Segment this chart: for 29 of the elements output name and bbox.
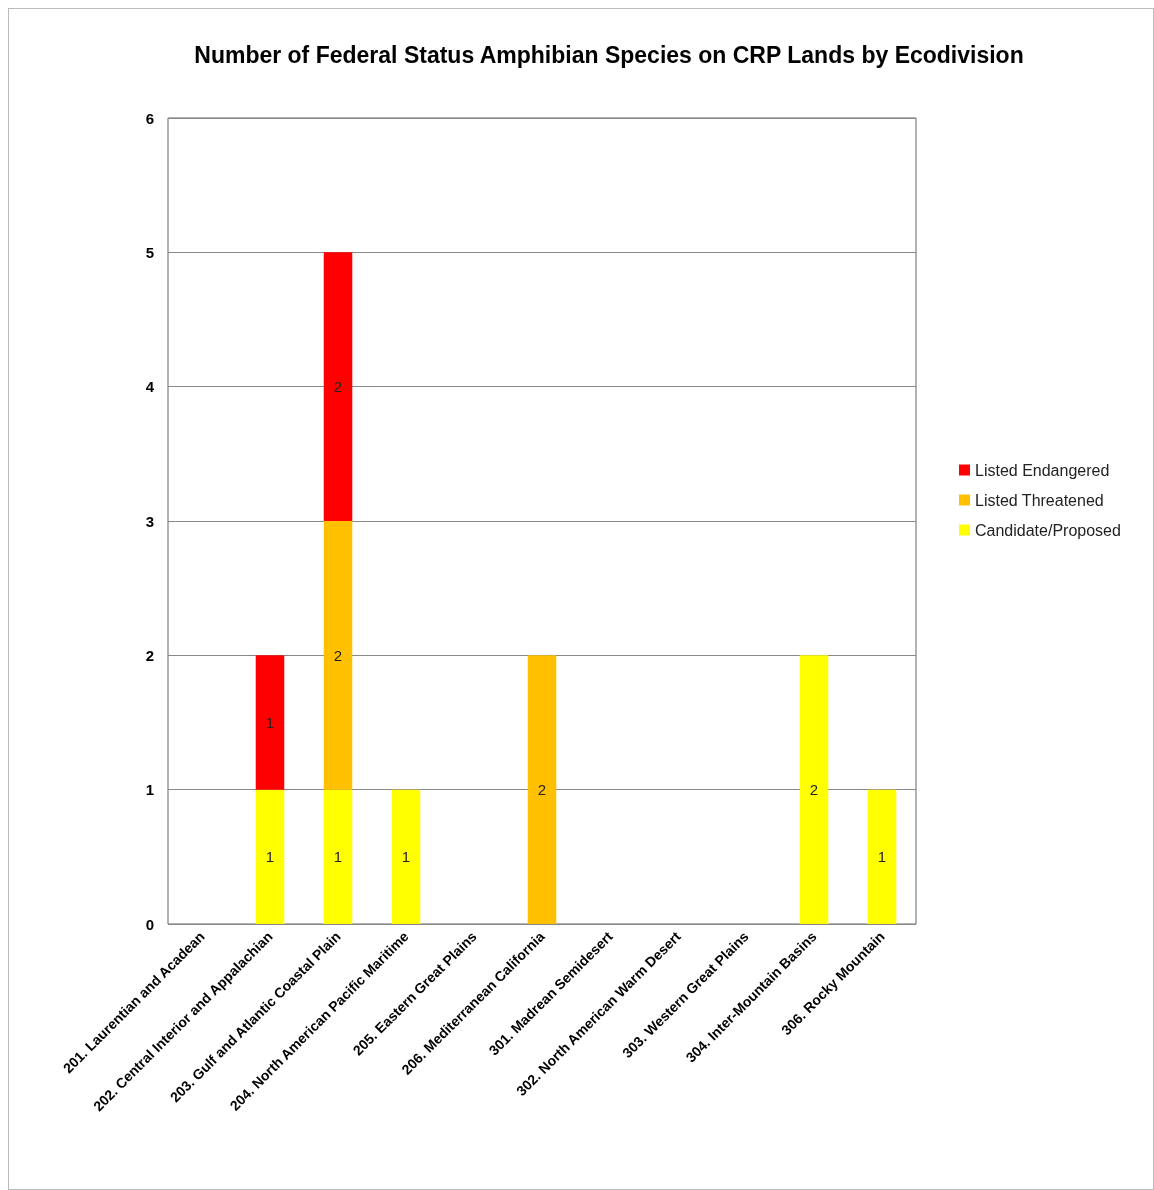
data-label: 1 xyxy=(877,848,887,866)
bar xyxy=(255,655,285,790)
bar xyxy=(323,789,353,924)
legend-label: Listed Threatened xyxy=(975,491,1104,509)
data-label: 2 xyxy=(809,781,819,799)
bar xyxy=(391,789,421,924)
bar xyxy=(799,655,829,924)
data-label: 2 xyxy=(537,781,547,799)
y-tick-label: 0 xyxy=(145,915,154,933)
y-tick-label: 3 xyxy=(145,512,154,530)
data-label: 1 xyxy=(333,848,343,866)
y-tick-label: 5 xyxy=(145,243,154,261)
y-tick-label: 6 xyxy=(145,109,154,127)
bar xyxy=(527,655,557,924)
y-tick-label: 2 xyxy=(145,646,154,664)
data-label: 2 xyxy=(333,378,343,396)
data-label: 1 xyxy=(265,848,275,866)
data-label: 1 xyxy=(265,714,275,731)
bar xyxy=(323,521,353,790)
chart-title: Number of Federal Status Amphibian Species on CRP Lands by Ecodivision xyxy=(194,42,1024,68)
y-tick-label: 1 xyxy=(145,781,154,799)
legend-label: Candidate/Proposed xyxy=(975,521,1121,539)
bar xyxy=(323,252,353,521)
data-label: 1 xyxy=(401,848,411,866)
bar xyxy=(255,789,285,924)
y-tick-label: 4 xyxy=(145,378,155,396)
legend-label: Listed Endangered xyxy=(975,461,1110,479)
bar xyxy=(867,789,897,924)
data-label: 2 xyxy=(333,646,343,664)
